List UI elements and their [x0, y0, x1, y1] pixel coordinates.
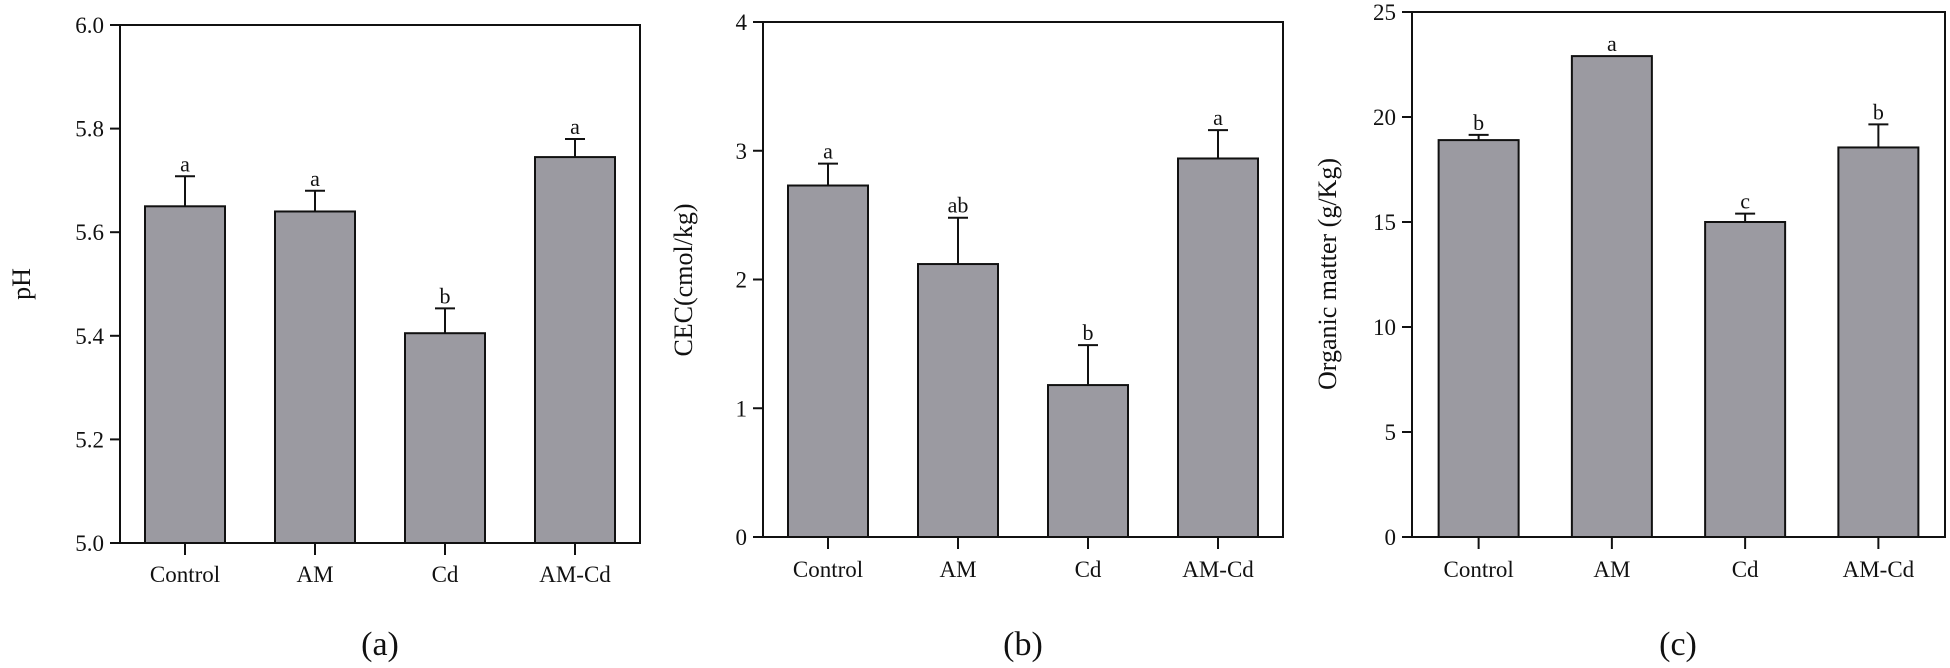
x-tick-label: Cd	[1075, 557, 1102, 582]
bar-am	[1570, 55, 1653, 538]
significance-label: c	[1740, 189, 1750, 214]
x-tick-label: AM	[939, 557, 976, 582]
significance-label: a	[310, 166, 320, 191]
x-tick-label: AM-Cd	[539, 562, 611, 587]
panel-a: pH (a) 5.0 5.2 5.4 5.6 5.8 6.0 a Control a AM b Cd a…	[7, 13, 641, 663]
x-tick-label: AM	[1593, 557, 1630, 582]
panel-c: Organic matter (g/Kg) (c) 0 5 10 15 20 25 b Con…	[1313, 0, 1946, 663]
bar-control	[144, 205, 226, 545]
bar-am-cd	[1177, 157, 1259, 538]
bar-control	[1437, 139, 1520, 538]
panel-label: (c)	[1659, 626, 1697, 663]
panel-label: (b)	[1003, 626, 1043, 663]
significance-label: ab	[948, 193, 969, 218]
bar-am	[274, 210, 356, 544]
bar-am	[917, 263, 999, 538]
y-tick-label: 5.2	[75, 427, 104, 452]
y-axis-title: CEC(cmol/kg)	[669, 203, 698, 356]
y-tick-label: 15	[1373, 210, 1396, 235]
y-tick-label: 6.0	[75, 13, 104, 38]
significance-label: a	[823, 139, 833, 164]
y-tick-label: 3	[736, 139, 748, 164]
bar-am-cd	[534, 156, 616, 544]
x-tick-label: Cd	[1732, 557, 1759, 582]
x-tick-label: AM	[296, 562, 333, 587]
significance-label: a	[1213, 105, 1223, 130]
significance-label: a	[570, 114, 580, 139]
x-tick-label: AM-Cd	[1843, 557, 1915, 582]
y-tick-label: 2	[736, 268, 748, 293]
significance-label: a	[1607, 31, 1617, 56]
y-tick-label: 4	[736, 10, 748, 35]
y-tick-label: 5.6	[75, 220, 104, 245]
significance-label: b	[1083, 320, 1094, 345]
y-tick-label: 0	[1385, 525, 1397, 550]
y-tick-label: 1	[736, 396, 748, 421]
plot-frame	[119, 24, 641, 544]
y-tick-label: 5.0	[75, 531, 104, 556]
x-tick-label: Cd	[432, 562, 459, 587]
y-axis-title: pH	[7, 268, 36, 300]
significance-label: a	[180, 151, 190, 176]
x-tick-label: Control	[1443, 557, 1513, 582]
bar-cd	[404, 332, 486, 544]
significance-label: b	[1473, 110, 1484, 135]
plot-frame	[1411, 11, 1946, 538]
panel-b: CEC(cmol/kg) (b) 0 1 2 3 4 a Control ab AM b Cd a AM…	[669, 10, 1284, 663]
y-tick-label: 25	[1373, 0, 1396, 25]
y-axis-title: Organic matter (g/Kg)	[1313, 158, 1342, 390]
significance-label: b	[440, 283, 451, 308]
bar-cd	[1704, 221, 1787, 538]
y-tick-label: 0	[736, 525, 748, 550]
significance-label: b	[1873, 99, 1884, 124]
x-tick-label: Control	[150, 562, 220, 587]
y-tick-label: 10	[1373, 315, 1396, 340]
y-tick-label: 20	[1373, 105, 1396, 130]
x-tick-label: Control	[793, 557, 863, 582]
panel-label: (a)	[361, 626, 399, 663]
y-tick-label: 5	[1385, 420, 1397, 445]
bar-am-cd	[1837, 146, 1920, 538]
y-tick-label: 5.8	[75, 117, 104, 142]
bar-control	[787, 184, 869, 538]
y-tick-label: 5.4	[75, 324, 104, 349]
x-tick-label: AM-Cd	[1182, 557, 1254, 582]
bar-cd	[1047, 384, 1129, 539]
